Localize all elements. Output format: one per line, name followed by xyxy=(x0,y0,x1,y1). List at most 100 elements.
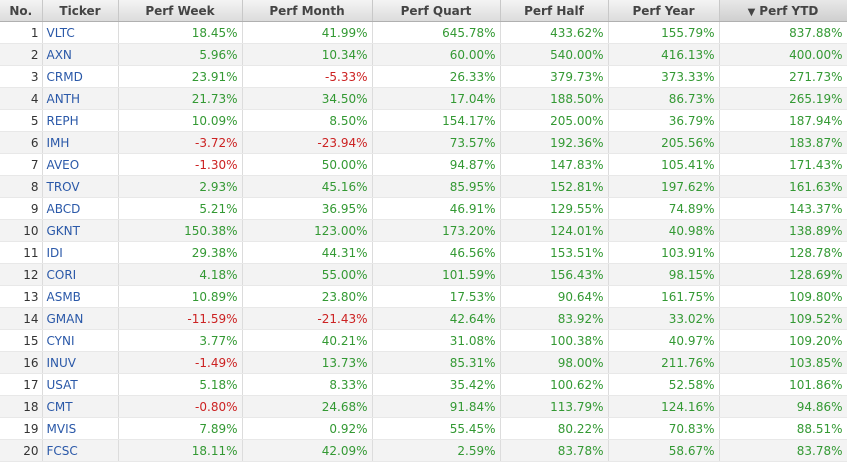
table-row[interactable]: 9 ABCD 5.21% 36.95% 46.91% 129.55% 74.89% 143.3… xyxy=(0,197,847,220)
cell-perf-half: 113.79% xyxy=(500,395,609,418)
column-header-perf-ytd-label: Perf YTD xyxy=(759,3,819,18)
cell-perf-year: 74.89% xyxy=(608,197,720,220)
cell-ticker: ASMB xyxy=(42,285,119,308)
table-row[interactable]: 17 USAT 5.18% 8.33% 35.42% 100.62% 52.58% 101.8… xyxy=(0,373,847,396)
cell-perf-quart: 73.57% xyxy=(372,131,501,154)
cell-perf-half: 540.00% xyxy=(500,43,609,66)
cell-perf-year: 161.75% xyxy=(608,285,720,308)
cell-perf-half: 100.38% xyxy=(500,329,609,352)
cell-perf-quart: 42.64% xyxy=(372,307,501,330)
cell-perf-month: 50.00% xyxy=(242,153,373,176)
column-header-perf-ytd[interactable]: ▼ Perf YTD xyxy=(719,0,847,22)
ticker-link[interactable]: GKNT xyxy=(46,223,80,238)
column-header-perf-month[interactable]: Perf Month xyxy=(242,0,373,22)
table-row[interactable]: 8 TROV 2.93% 45.16% 85.95% 152.81% 197.62% 161.… xyxy=(0,175,847,198)
ticker-link[interactable]: REPH xyxy=(46,113,79,128)
cell-ticker: INUV xyxy=(42,351,119,374)
ticker-link[interactable]: TROV xyxy=(46,179,80,194)
ticker-link[interactable]: IDI xyxy=(46,245,63,260)
column-header-no[interactable]: No. xyxy=(0,0,43,22)
column-header-perf-quart[interactable]: Perf Quart xyxy=(372,0,501,22)
table-row[interactable]: 6 IMH -3.72% -23.94% 73.57% 192.36% 205.56% 183… xyxy=(0,131,847,154)
ticker-link[interactable]: GMAN xyxy=(46,311,84,326)
ticker-link[interactable]: CRMD xyxy=(46,69,83,84)
cell-perf-week: 21.73% xyxy=(118,87,243,110)
ticker-link[interactable]: IMH xyxy=(46,135,70,150)
cell-no: 8 xyxy=(0,175,43,198)
cell-perf-quart: 46.91% xyxy=(372,197,501,220)
column-header-ticker[interactable]: Ticker xyxy=(42,0,119,22)
table-row[interactable]: 13 ASMB 10.89% 23.80% 17.53% 90.64% 161.75% 109… xyxy=(0,285,847,308)
table-row[interactable]: 11 IDI 29.38% 44.31% 46.56% 153.51% 103.91% 128… xyxy=(0,241,847,264)
column-header-perf-week[interactable]: Perf Week xyxy=(118,0,243,22)
table-row[interactable]: 15 CYNI 3.77% 40.21% 31.08% 100.38% 40.97% 109.… xyxy=(0,329,847,352)
cell-perf-week: 18.11% xyxy=(118,439,243,462)
ticker-link[interactable]: CYNI xyxy=(46,333,75,348)
table-row[interactable]: 4 ANTH 21.73% 34.50% 17.04% 188.50% 86.73% 265.… xyxy=(0,87,847,110)
cell-perf-month: 36.95% xyxy=(242,197,373,220)
cell-perf-quart: 154.17% xyxy=(372,109,501,132)
table-row[interactable]: 18 CMT -0.80% 24.68% 91.84% 113.79% 124.16% 94.… xyxy=(0,395,847,418)
cell-perf-week: -11.59% xyxy=(118,307,243,330)
cell-no: 16 xyxy=(0,351,43,374)
cell-perf-month: 42.09% xyxy=(242,439,373,462)
cell-perf-month: 45.16% xyxy=(242,175,373,198)
table-row[interactable]: 3 CRMD 23.91% -5.33% 26.33% 379.73% 373.33% 271… xyxy=(0,65,847,88)
table-row[interactable]: 16 INUV -1.49% 13.73% 85.31% 98.00% 211.76% 103… xyxy=(0,351,847,374)
column-header-perf-half[interactable]: Perf Half xyxy=(500,0,609,22)
cell-perf-quart: 60.00% xyxy=(372,43,501,66)
cell-perf-half: 205.00% xyxy=(500,109,609,132)
cell-perf-ytd: 183.87% xyxy=(719,131,847,154)
table-row[interactable]: 7 AVEO -1.30% 50.00% 94.87% 147.83% 105.41% 171… xyxy=(0,153,847,176)
cell-ticker: IDI xyxy=(42,241,119,264)
cell-ticker: ABCD xyxy=(42,197,119,220)
cell-perf-year: 124.16% xyxy=(608,395,720,418)
cell-ticker: GKNT xyxy=(42,219,119,242)
ticker-link[interactable]: INUV xyxy=(46,355,77,370)
cell-ticker: REPH xyxy=(42,109,119,132)
cell-perf-month: -23.94% xyxy=(242,131,373,154)
ticker-link[interactable]: VLTC xyxy=(46,25,75,40)
ticker-link[interactable]: CORI xyxy=(46,267,77,282)
cell-no: 17 xyxy=(0,373,43,396)
cell-perf-half: 83.92% xyxy=(500,307,609,330)
cell-ticker: VLTC xyxy=(42,21,119,44)
ticker-link[interactable]: ABCD xyxy=(46,201,81,216)
ticker-link[interactable]: AXN xyxy=(46,47,72,62)
cell-perf-month: 10.34% xyxy=(242,43,373,66)
ticker-link[interactable]: CMT xyxy=(46,399,73,414)
ticker-link[interactable]: ANTH xyxy=(46,91,81,106)
cell-ticker: AXN xyxy=(42,43,119,66)
cell-perf-quart: 85.31% xyxy=(372,351,501,374)
cell-perf-week: -1.49% xyxy=(118,351,243,374)
cell-perf-quart: 31.08% xyxy=(372,329,501,352)
table-row[interactable]: 1 VLTC 18.45% 41.99% 645.78% 433.62% 155.79% 83… xyxy=(0,21,847,44)
cell-perf-ytd: 171.43% xyxy=(719,153,847,176)
cell-perf-half: 83.78% xyxy=(500,439,609,462)
table-row[interactable]: 5 REPH 10.09% 8.50% 154.17% 205.00% 36.79% 187.… xyxy=(0,109,847,132)
column-header-perf-year[interactable]: Perf Year xyxy=(608,0,720,22)
cell-perf-ytd: 88.51% xyxy=(719,417,847,440)
cell-perf-week: 10.89% xyxy=(118,285,243,308)
cell-no: 6 xyxy=(0,131,43,154)
table-row[interactable]: 20 FCSC 18.11% 42.09% 2.59% 83.78% 58.67% 83.78… xyxy=(0,439,847,462)
cell-perf-quart: 26.33% xyxy=(372,65,501,88)
cell-perf-ytd: 143.37% xyxy=(719,197,847,220)
table-row[interactable]: 19 MVIS 7.89% 0.92% 55.45% 80.22% 70.83% 88.51% xyxy=(0,417,847,440)
cell-perf-month: 123.00% xyxy=(242,219,373,242)
cell-perf-ytd: 400.00% xyxy=(719,43,847,66)
cell-perf-week: -0.80% xyxy=(118,395,243,418)
ticker-link[interactable]: AVEO xyxy=(46,157,80,172)
ticker-link[interactable]: USAT xyxy=(46,377,78,392)
cell-no: 4 xyxy=(0,87,43,110)
table-row[interactable]: 2 AXN 5.96% 10.34% 60.00% 540.00% 416.13% 400.0… xyxy=(0,43,847,66)
ticker-link[interactable]: MVIS xyxy=(46,421,77,436)
cell-perf-month: 0.92% xyxy=(242,417,373,440)
table-row[interactable]: 14 GMAN -11.59% -21.43% 42.64% 83.92% 33.02% 10… xyxy=(0,307,847,330)
cell-perf-year: 40.98% xyxy=(608,219,720,242)
table-row[interactable]: 10 GKNT 150.38% 123.00% 173.20% 124.01% 40.98%… xyxy=(0,219,847,242)
ticker-link[interactable]: ASMB xyxy=(46,289,81,304)
ticker-link[interactable]: FCSC xyxy=(46,443,78,458)
table-row[interactable]: 12 CORI 4.18% 55.00% 101.59% 156.43% 98.15% 128… xyxy=(0,263,847,286)
